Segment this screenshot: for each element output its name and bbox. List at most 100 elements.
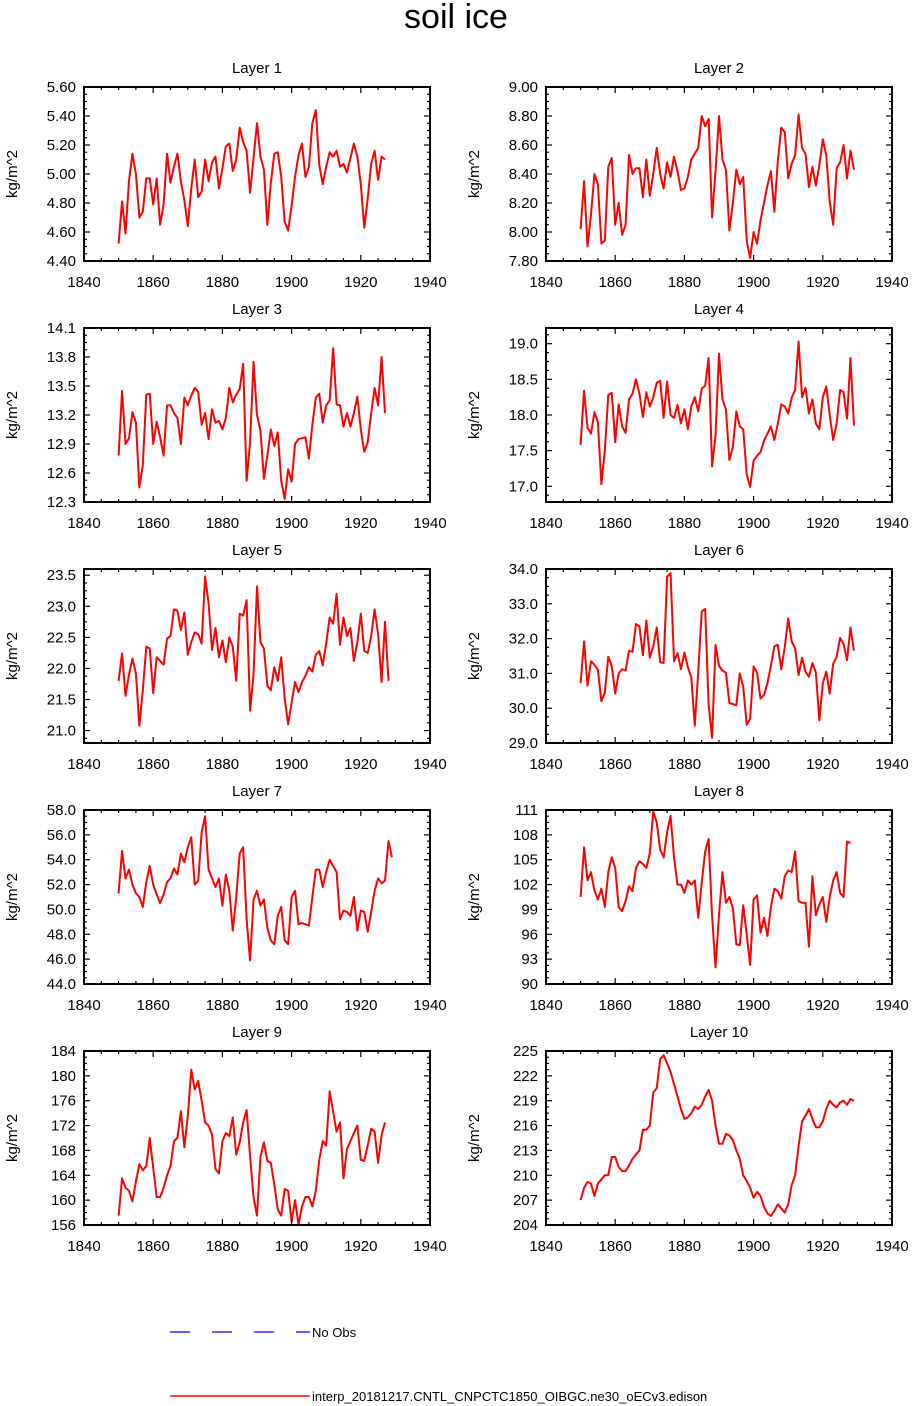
y-tick-label: 22.0 (47, 660, 76, 677)
y-tick-label: 9.00 (509, 79, 538, 96)
x-tick-label: 1920 (806, 515, 839, 532)
x-tick-label: 1940 (875, 515, 908, 532)
y-tick-label: 12.6 (47, 465, 76, 482)
y-tick-label: 30.0 (509, 700, 538, 717)
y-tick-label: 204 (513, 1217, 538, 1234)
y-tick-label: 56.0 (47, 827, 76, 844)
y-tick-label: 13.5 (47, 378, 76, 395)
y-tick-label: 207 (513, 1192, 538, 1209)
y-tick-label: 12.3 (47, 494, 76, 511)
chart-panel-layer-5: Layer 5 kg/m^2 1840 1860 1880 1900 1920 1940 21.… (4, 542, 447, 773)
chart-panel-layer-3: Layer 3 kg/m^2 1840 1860 1880 1900 1920 1940 12.… (4, 301, 447, 532)
chart-title: Layer 8 (694, 783, 744, 800)
chart-title: Layer 3 (232, 301, 282, 318)
y-tick-label: 23.0 (47, 598, 76, 615)
x-tick-label: 1920 (344, 756, 377, 773)
y-tick-label: 108 (513, 827, 538, 844)
x-tick-label: 1840 (67, 756, 100, 773)
x-tick-label: 1900 (737, 515, 770, 532)
legend-obs-label: No Obs (312, 1325, 357, 1340)
x-tick-label: 1900 (275, 756, 308, 773)
y-tick-label: 34.0 (509, 561, 538, 578)
x-tick-label: 1920 (344, 997, 377, 1014)
x-tick-label: 1920 (806, 274, 839, 291)
x-tick-label: 1860 (137, 756, 170, 773)
y-tick-label: 8.40 (509, 166, 538, 183)
chart-title: Layer 4 (694, 301, 744, 318)
x-tick-label: 1900 (275, 515, 308, 532)
x-tick-label: 1860 (599, 1238, 632, 1255)
y-axis-label: kg/m^2 (4, 391, 21, 439)
series-line (117, 815, 393, 962)
plot-frame (545, 568, 893, 744)
y-tick-label: 160 (51, 1192, 76, 1209)
x-tick-label: 1880 (206, 1238, 239, 1255)
series-line (579, 113, 855, 260)
y-axis-label: kg/m^2 (466, 873, 483, 921)
x-tick-label: 1880 (668, 1238, 701, 1255)
x-tick-label: 1880 (206, 756, 239, 773)
x-tick-label: 1920 (806, 1238, 839, 1255)
y-tick-label: 5.20 (47, 137, 76, 154)
y-tick-label: 18.0 (509, 407, 538, 424)
y-tick-label: 46.0 (47, 951, 76, 968)
y-tick-label: 156 (51, 1217, 76, 1234)
x-tick-label: 1840 (67, 274, 100, 291)
x-tick-label: 1900 (737, 1238, 770, 1255)
series-line (579, 810, 851, 969)
chart-panels: Layer 1 kg/m^2 1840 1860 1880 1900 1920 1940 4.4… (4, 60, 909, 1255)
y-tick-label: 4.40 (47, 253, 76, 270)
y-tick-label: 213 (513, 1142, 538, 1159)
x-tick-label: 1920 (344, 274, 377, 291)
y-tick-label: 31.0 (509, 665, 538, 682)
chart-panel-layer-1: Layer 1 kg/m^2 1840 1860 1880 1900 1920 1940 4.4… (4, 60, 447, 291)
y-tick-label: 99 (521, 901, 538, 918)
chart-panel-layer-7: Layer 7 kg/m^2 1840 1860 1880 1900 1920 1940 44.… (4, 783, 447, 1014)
x-tick-label: 1940 (413, 1238, 446, 1255)
y-tick-label: 93 (521, 951, 538, 968)
x-tick-label: 1940 (875, 997, 908, 1014)
x-tick-label: 1940 (875, 756, 908, 773)
y-tick-label: 184 (51, 1043, 76, 1060)
chart-panel-layer-2: Layer 2 kg/m^2 1840 1860 1880 1900 1920 1940 7.8… (466, 60, 909, 291)
y-tick-label: 172 (51, 1118, 76, 1135)
y-tick-label: 222 (513, 1068, 538, 1085)
x-tick-label: 1900 (737, 274, 770, 291)
x-tick-label: 1940 (413, 274, 446, 291)
y-tick-label: 8.00 (509, 224, 538, 241)
x-tick-label: 1840 (529, 1238, 562, 1255)
x-tick-label: 1860 (599, 997, 632, 1014)
y-tick-label: 18.5 (509, 371, 538, 388)
x-tick-label: 1920 (344, 515, 377, 532)
y-tick-label: 29.0 (509, 735, 538, 752)
series-line (117, 1068, 386, 1226)
y-axis-label: kg/m^2 (466, 1114, 483, 1162)
y-tick-label: 176 (51, 1093, 76, 1110)
y-tick-label: 54.0 (47, 852, 76, 869)
y-tick-label: 105 (513, 852, 538, 869)
y-tick-label: 23.5 (47, 567, 76, 584)
x-tick-label: 1880 (206, 274, 239, 291)
x-tick-label: 1940 (413, 997, 446, 1014)
x-tick-label: 1840 (529, 756, 562, 773)
y-tick-label: 44.0 (47, 976, 76, 993)
chart-title: Layer 10 (690, 1024, 748, 1041)
chart-panel-layer-9: Layer 9 kg/m^2 1840 1860 1880 1900 1920 1940 156… (4, 1024, 447, 1255)
y-tick-label: 50.0 (47, 901, 76, 918)
y-tick-label: 32.0 (509, 631, 538, 648)
x-tick-label: 1840 (529, 997, 562, 1014)
x-tick-label: 1880 (206, 997, 239, 1014)
x-tick-label: 1880 (668, 756, 701, 773)
x-tick-label: 1840 (67, 997, 100, 1014)
y-tick-label: 5.60 (47, 79, 76, 96)
y-axis-label: kg/m^2 (4, 1114, 21, 1162)
x-tick-label: 1840 (529, 274, 562, 291)
y-axis-label: kg/m^2 (466, 150, 483, 198)
x-tick-label: 1860 (137, 1238, 170, 1255)
x-tick-label: 1940 (413, 756, 446, 773)
plot-frame (83, 809, 431, 985)
x-tick-label: 1880 (668, 274, 701, 291)
chart-title: Layer 2 (694, 60, 744, 77)
plot-frame (545, 1050, 893, 1226)
